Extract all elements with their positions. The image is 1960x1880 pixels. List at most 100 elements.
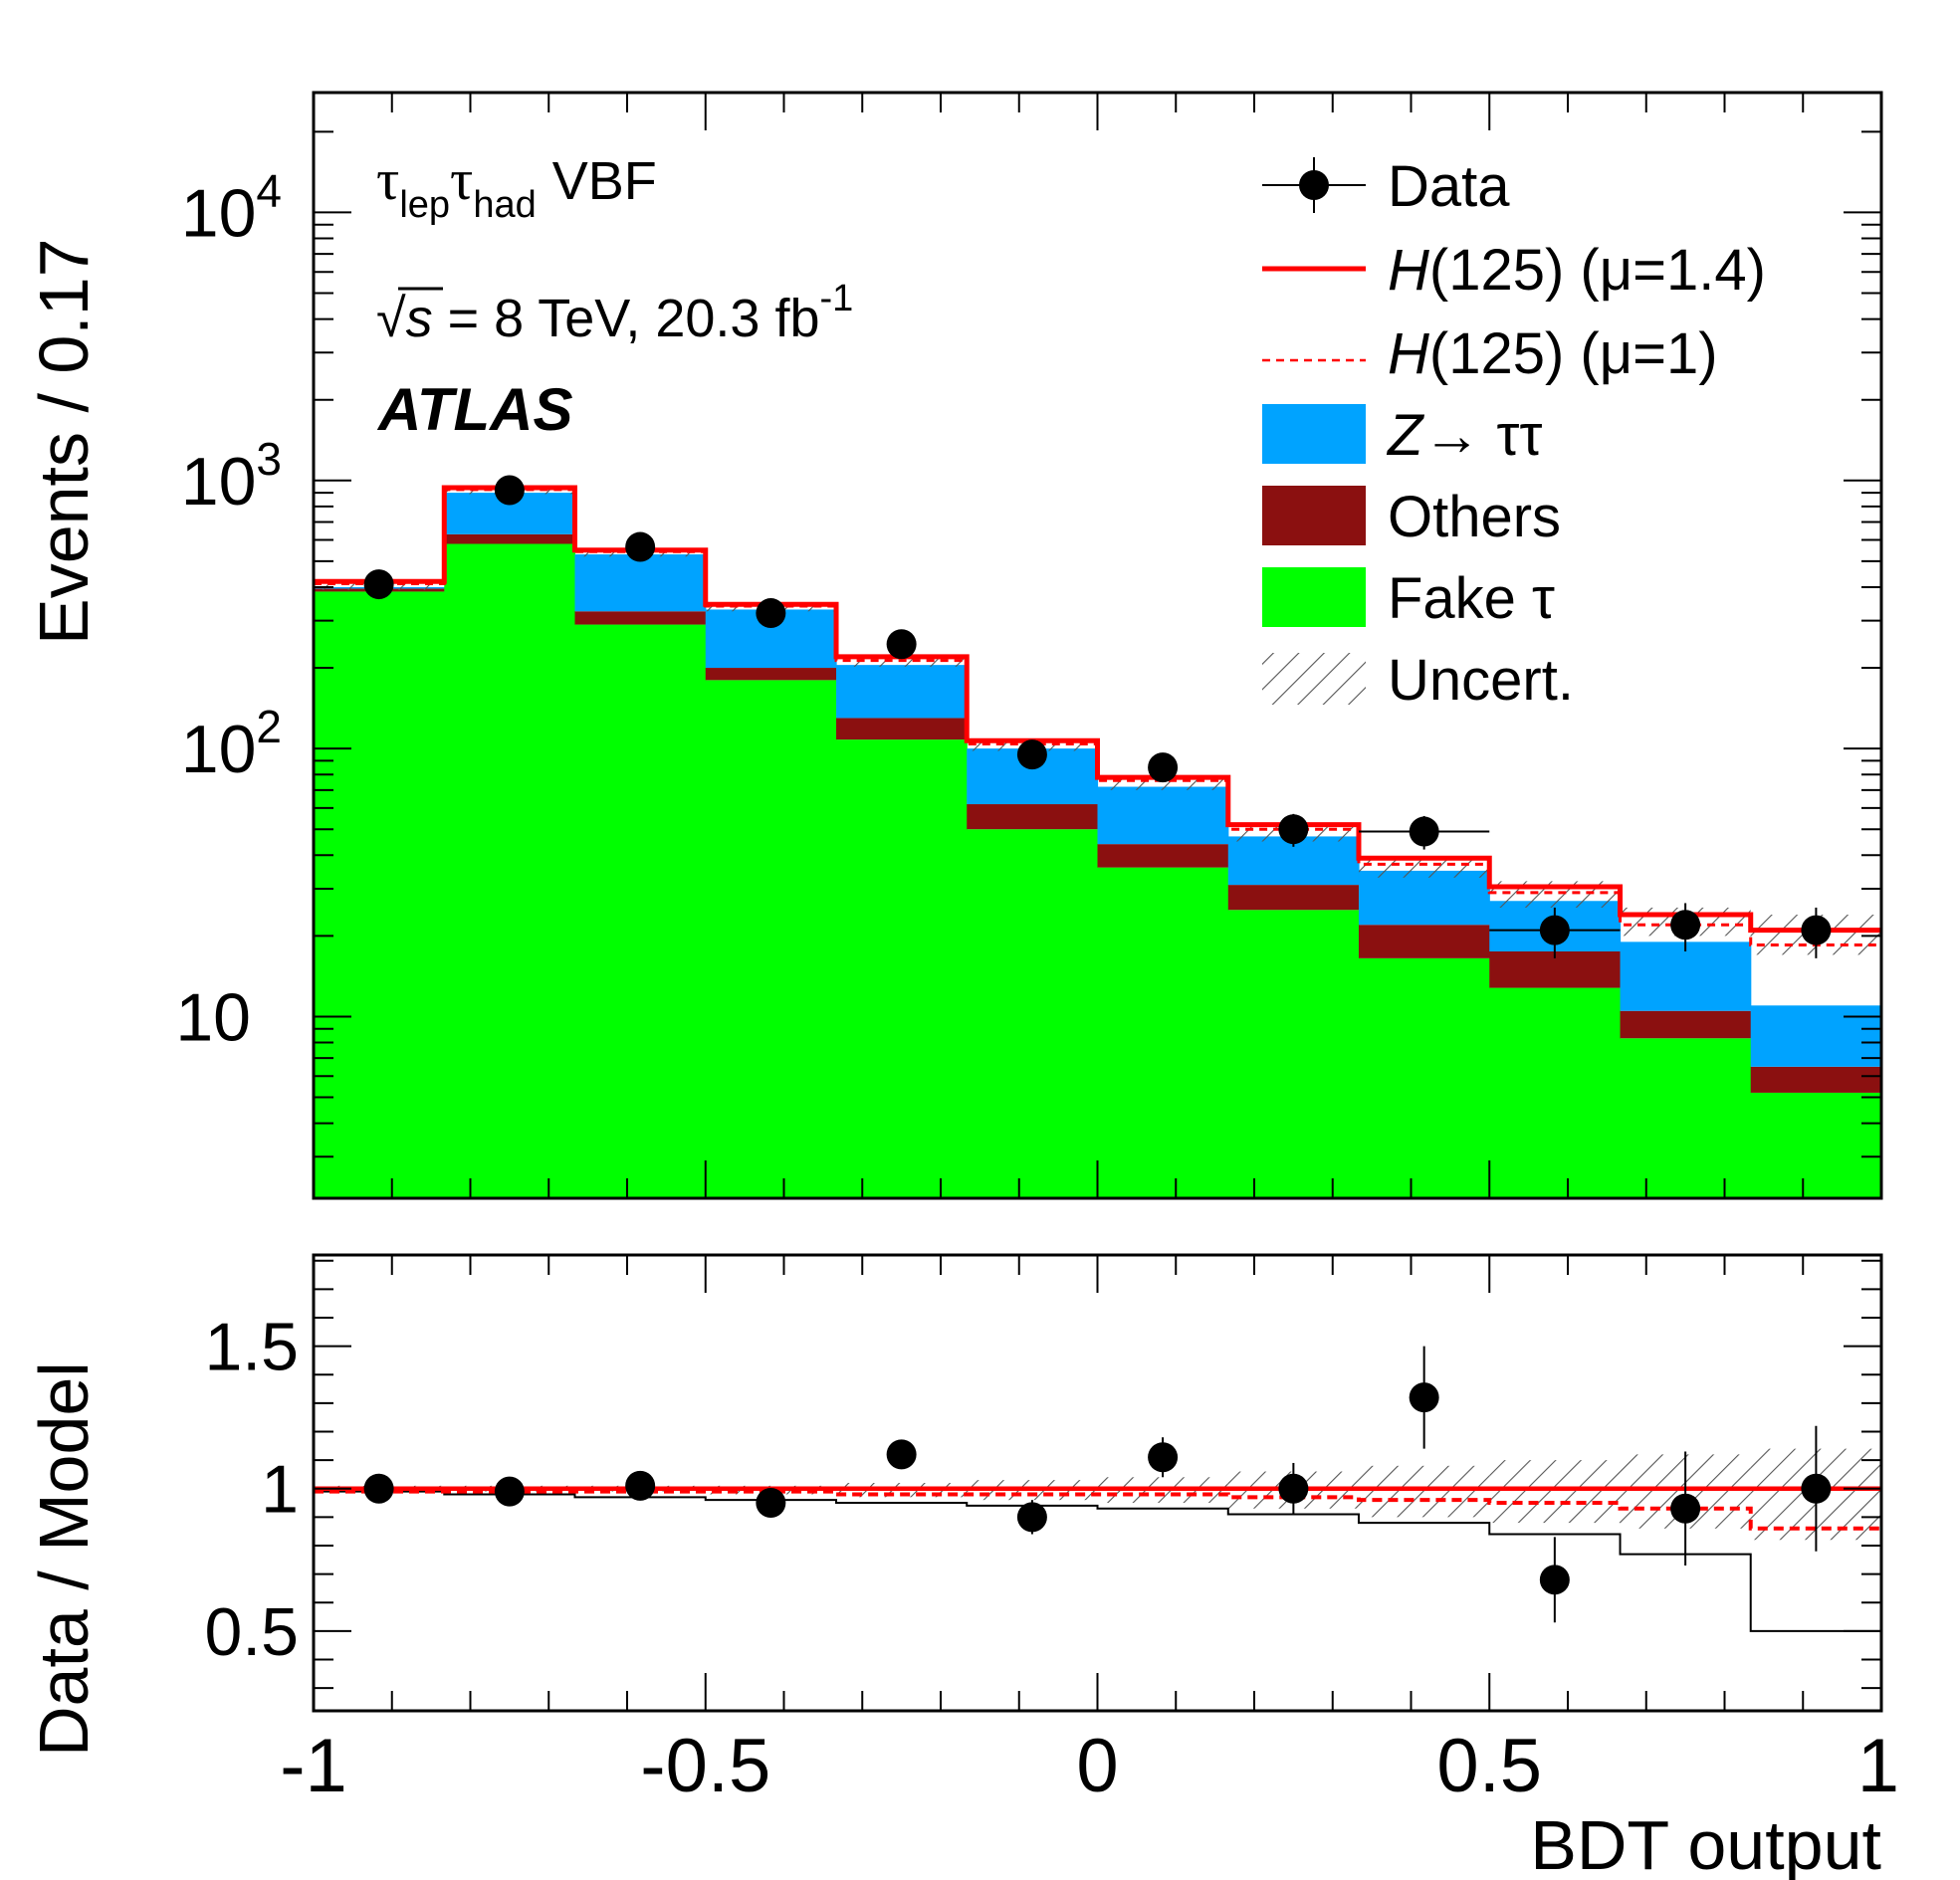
legend-label: H(125) (μ=1.4) [1388, 238, 1766, 303]
higgs-mu14-line [314, 485, 1881, 934]
data-points [363, 475, 1832, 958]
legend-label-italic: Z [1386, 403, 1425, 468]
legend-label: Fake τ [1388, 566, 1555, 631]
channel-lep-subscript: lep [399, 184, 450, 226]
fake-tau-bar [574, 624, 707, 1198]
ztt-bar [836, 665, 968, 719]
ratio-data-point [363, 1473, 394, 1504]
energy-s: s [406, 289, 433, 348]
fake-tau-bar [836, 739, 968, 1198]
legend-data-marker [1299, 170, 1329, 200]
others-bar [1750, 1066, 1881, 1093]
data-point [1670, 910, 1701, 940]
data-point [1016, 739, 1047, 770]
legend-fake-swatch [1262, 567, 1366, 627]
x-tick-label: 0 [1076, 1724, 1118, 1808]
data-point [1539, 915, 1570, 945]
energy-lumi-label: √s = 8 TeV, 20.3 fb-1 [376, 278, 853, 348]
ztt-bar [1358, 870, 1490, 926]
legend-entry-others: Others [1262, 485, 1561, 549]
y-tick-label-exponent: 2 [256, 701, 282, 752]
y-tick-label-base: 10 [181, 712, 257, 787]
ratio-data-point [1670, 1493, 1701, 1524]
fake-tau-bar [1620, 1038, 1752, 1198]
legend-entry-fake: Fake τ [1262, 566, 1555, 631]
stacked-bars [314, 493, 1881, 1198]
ratio-data-point [1409, 1382, 1439, 1413]
others-bar [1097, 844, 1229, 868]
y-tick-label: 104 [181, 164, 282, 251]
legend-label-italic: H [1388, 321, 1429, 386]
ztt-bar [574, 554, 707, 612]
background-only-ratio-line [314, 1490, 1881, 1632]
x-axis-title: BDT output [1530, 1806, 1881, 1880]
ztt-bar [1097, 786, 1229, 845]
others-bar [574, 611, 707, 625]
legend-entry-h1: H(125) (μ=1) [1262, 321, 1718, 386]
ratio-data-point [886, 1439, 917, 1470]
fake-tau-bar [444, 543, 576, 1198]
data-point [625, 531, 656, 562]
fake-tau-bar [1750, 1092, 1881, 1198]
legend-label: Z→ ττ [1386, 403, 1542, 468]
fake-tau-bar [705, 680, 837, 1198]
fake-tau-bar [314, 591, 445, 1198]
ratio-y-axis-title: Data / Model [25, 1361, 103, 1757]
fake-tau-bar [1358, 957, 1490, 1198]
legend-label-text: Fake τ [1388, 566, 1555, 631]
others-bar [836, 718, 968, 740]
y-tick-label: 103 [181, 433, 282, 520]
ratio-panel: 0.5 1 1.5 -1 -0.5 0 0.5 1 Data / Model BDT outp… [25, 1253, 1899, 1880]
ratio-axis-ticks: 0.5 1 1.5 -1 -0.5 0 0.5 1 [204, 1255, 1899, 1808]
legend-entry-uncert: Uncert. [1262, 648, 1574, 713]
ratio-uncertainty-hatch [1358, 1465, 1490, 1518]
fake-tau-bar [967, 829, 1099, 1198]
lumi-superscript: -1 [819, 278, 853, 319]
ratio-data-point [625, 1470, 656, 1501]
top-y-axis-title: Events / 0.17 [25, 238, 103, 645]
legend: Data H(125) (μ=1.4) H(125) (μ=1) Z→ ττ Other… [1262, 154, 1766, 713]
others-bar [1227, 885, 1360, 911]
data-point [1278, 814, 1309, 845]
higgs-lines [314, 485, 1881, 946]
sqrt-symbol: √ [376, 289, 406, 348]
data-point [756, 598, 786, 629]
others-bar [705, 668, 837, 681]
x-tick-label: 1 [1857, 1724, 1899, 1808]
ztt-bar [1620, 941, 1752, 1011]
ratio-data-point [1801, 1473, 1832, 1504]
ratio-data-point [756, 1488, 786, 1519]
data-point [886, 629, 917, 660]
others-bar [444, 533, 576, 544]
legend-label-italic: H [1388, 238, 1429, 303]
y-tick-label: 102 [181, 701, 282, 787]
others-bar [967, 804, 1099, 830]
legend-label-text: Data [1388, 154, 1510, 219]
data-point [1801, 915, 1832, 945]
channel-had-subscript: had [473, 184, 536, 226]
legend-entry-data: Data [1262, 154, 1510, 219]
legend-uncert-swatch [1262, 653, 1366, 705]
legend-label-text: Others [1388, 485, 1561, 549]
ratio-uncertainty-hatch [1489, 1460, 1621, 1524]
ratio-data-points [363, 1346, 1832, 1623]
ratio-y-tick-label: 1 [261, 1452, 299, 1528]
uncertainty-hatch [1358, 858, 1490, 878]
channel-tau-symbol-2: τ [450, 147, 473, 212]
data-point [1409, 816, 1439, 847]
energy-rest: = 8 TeV, 20.3 fb [433, 289, 820, 348]
channel-label: τlepτhad VBF [376, 147, 657, 226]
y-tick-label-base: 10 [181, 175, 257, 251]
top-plot-frame [312, 91, 1883, 1200]
ratio-y-tick-label: 1.5 [204, 1310, 299, 1385]
data-point [363, 569, 394, 600]
data-point [1148, 752, 1179, 783]
legend-label: Data [1388, 154, 1510, 219]
atlas-label: ATLAS [376, 376, 573, 443]
legend-label-text: → ττ [1422, 403, 1542, 468]
legend-entry-ztt: Z→ ττ [1262, 403, 1542, 468]
ratio-data-point [1016, 1502, 1047, 1533]
others-bar [1620, 1010, 1752, 1039]
